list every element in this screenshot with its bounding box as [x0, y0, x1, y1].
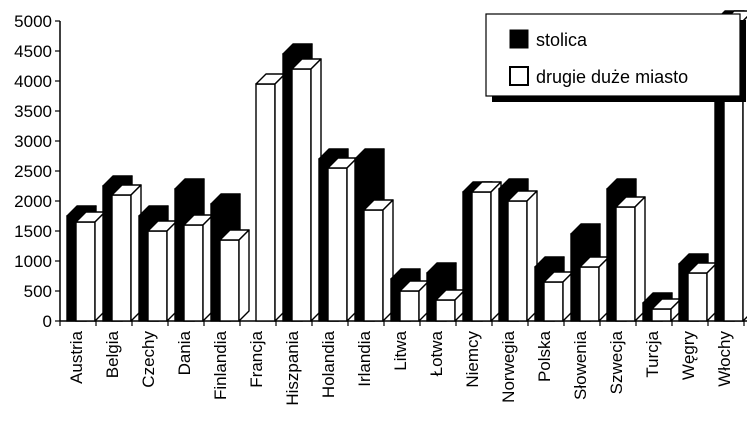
y-axis: 0 500 1000 1500 2000 2500 3000 3500 4000 4500 5000 [14, 12, 747, 331]
bar-drugie-8 [363, 199, 394, 322]
bar-drugie-16 [651, 298, 682, 322]
x-tick-label: Hiszpania [283, 330, 302, 405]
bar-drugie-2 [147, 220, 178, 322]
bar-drugie-3 [183, 214, 214, 322]
bar-drugie-6-front [291, 68, 312, 322]
legend-label-drugie: drugie duże miasto [536, 67, 688, 87]
bar-drugie-13 [543, 271, 574, 322]
y-tick-label: 1000 [14, 252, 52, 271]
x-tick-label: Polska [535, 330, 554, 382]
y-tick-label: 2500 [14, 162, 52, 181]
bar-drugie-17 [687, 262, 718, 322]
legend-swatch-stolica [509, 29, 529, 49]
bar-drugie-5-front [255, 83, 276, 322]
bar-drugie-6 [291, 58, 322, 322]
bar-drugie-9 [399, 280, 430, 322]
bar-drugie-11-front [471, 191, 492, 322]
bar-drugie-2-front [147, 230, 168, 322]
x-tick-label: Słowenia [571, 330, 590, 400]
bar-drugie-7 [327, 157, 358, 322]
legend: stolica drugie duże miasto [485, 13, 746, 102]
bar-drugie-16-front [651, 308, 672, 322]
x-tick-label: Austria [67, 330, 86, 383]
bar-drugie-9-front [399, 290, 420, 322]
bar-drugie-1-front [111, 194, 132, 322]
bar-drugie-4-side [238, 229, 250, 322]
bar-drugie-13-front [543, 281, 564, 322]
y-tick-label: 500 [24, 282, 52, 301]
x-tick-label: Niemcy [463, 331, 482, 388]
x-tick-label: Francja [247, 330, 266, 387]
bar-drugie-4 [219, 229, 250, 322]
bar-drugie-1 [111, 184, 142, 322]
x-tick-label: Finlandia [211, 330, 230, 400]
x-tick-label: Litwa [391, 330, 410, 370]
bar-drugie-8-front [363, 209, 384, 322]
bar-drugie-11 [471, 181, 502, 322]
bars [66, 10, 747, 322]
bar-drugie-15 [615, 196, 646, 322]
x-axis-labels: Austria Belgia Czechy Dania Finlandia Francja… [67, 330, 734, 405]
y-tick-label: 3000 [14, 132, 52, 151]
x-tick-label: Włochy [715, 331, 734, 387]
bar-drugie-10-front [435, 299, 456, 322]
bar-drugie-17-front [687, 272, 708, 322]
x-tick-label: Czechy [139, 331, 158, 388]
y-tick-label: 5000 [14, 12, 52, 31]
bar-drugie-5 [255, 73, 286, 322]
bar-drugie-4-front [219, 239, 240, 322]
x-tick-label: Łotwa [427, 330, 446, 376]
x-tick-label: Irlandia [355, 330, 374, 386]
x-tick-label: Norwegia [499, 330, 518, 402]
x-tick-label: Węgry [679, 331, 698, 381]
bar-drugie-12 [507, 190, 538, 322]
bar-drugie-15-front [615, 206, 636, 322]
y-tick-label: 0 [43, 312, 52, 331]
y-tick-label: 1500 [14, 222, 52, 241]
legend-label-stolica: stolica [536, 30, 588, 50]
x-tick-label: Turcja [643, 330, 662, 377]
bar-drugie-14 [579, 256, 610, 322]
x-tick-label: Szwecja [607, 330, 626, 394]
bar-drugie-14-front [579, 266, 600, 322]
legend-swatch-drugie [509, 66, 529, 86]
bar-drugie-12-front [507, 200, 528, 322]
bar-drugie-3-front [183, 224, 204, 322]
bar-drugie-0-front [75, 221, 96, 322]
bar-drugie-7-front [327, 167, 348, 322]
x-tick-label: Dania [175, 330, 194, 375]
y-tick-label: 3500 [14, 102, 52, 121]
y-tick-label: 4000 [14, 72, 52, 91]
x-tick-label: Belgia [103, 330, 122, 378]
y-tick-label: 4500 [14, 42, 52, 61]
x-tick-label: Holandia [319, 330, 338, 398]
bar-drugie-0 [75, 211, 106, 322]
y-tick-label: 2000 [14, 192, 52, 211]
